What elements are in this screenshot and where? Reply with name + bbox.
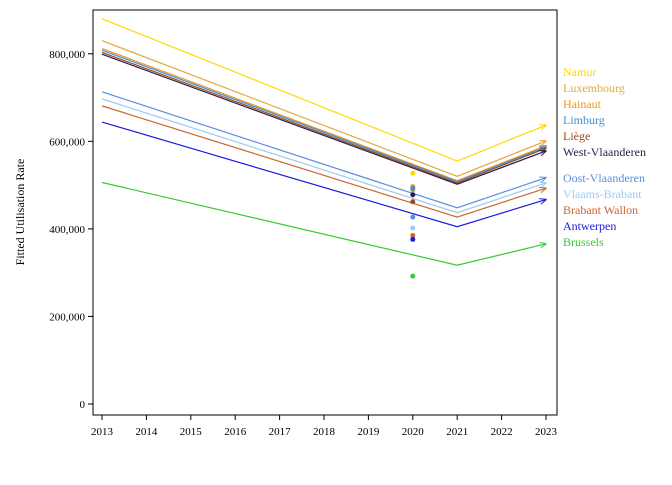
y-axis: 0 200,000 400,000 600,000 800,000 [49, 49, 93, 411]
legend-entry: Vlaams-Brabant [563, 187, 642, 201]
series-line-brussels [101, 181, 546, 266]
observed-point [410, 192, 416, 198]
observed-points [410, 170, 416, 279]
series-lines [101, 18, 546, 266]
series-line-antwerpen [101, 121, 546, 228]
legend-entry: Brabant Wallon [563, 203, 638, 217]
x-tick-label: 2021 [446, 426, 468, 438]
series-line-namur [101, 18, 546, 162]
y-tick-label: 0 [80, 399, 86, 411]
y-tick-label: 800,000 [49, 49, 85, 61]
series-line-vlaams-brabant [101, 98, 546, 214]
y-axis-label: Fitted Utilisation Rate [13, 159, 27, 266]
observed-point [410, 225, 416, 231]
x-tick-label: 2020 [402, 426, 425, 438]
x-tick-label: 2015 [180, 426, 203, 438]
y-tick-label: 200,000 [49, 311, 85, 323]
x-tick-label: 2014 [135, 426, 158, 438]
legend-entry: West-Vlaanderen [563, 145, 646, 159]
x-axis: 2013 2014 2015 2016 2017 2018 2019 2020 2021 2022… [91, 415, 558, 438]
series-line-hainaut [101, 47, 546, 182]
y-tick-label: 600,000 [49, 136, 85, 148]
observed-point [410, 199, 416, 205]
series-line-limburg [101, 49, 546, 183]
observed-point [410, 236, 416, 242]
legend-entry: Antwerpen [563, 219, 616, 233]
legend-entry: Liège [563, 129, 590, 143]
series-line-brabant-wallon [101, 105, 546, 218]
x-tick-label: 2022 [491, 426, 513, 438]
legend-entry: Hainaut [563, 97, 602, 111]
series-line-luxembourg [101, 40, 546, 177]
plot-frame [92, 9, 558, 416]
y-tick-label: 400,000 [49, 224, 85, 236]
legend-entry: Luxembourg [563, 81, 625, 95]
series-line-west-vlaanderen [101, 53, 546, 185]
legend-entry: Oost-Vlaanderen [563, 171, 645, 185]
observed-point [410, 232, 416, 238]
series-line-li-ge [101, 51, 546, 184]
observed-point [410, 170, 416, 176]
x-tick-label: 2023 [535, 426, 558, 438]
observed-point [410, 214, 416, 220]
legend-entry: Brussels [563, 235, 604, 249]
observed-point [410, 185, 416, 191]
legend-entry: Limburg [563, 113, 605, 127]
legend: Namur Luxembourg Hainaut Limburg Liège West-V… [563, 65, 646, 249]
x-tick-label: 2017 [269, 426, 292, 438]
legend-entry: Namur [563, 65, 596, 79]
series-line-oost-vlaanderen [101, 91, 546, 209]
x-tick-label: 2016 [224, 426, 247, 438]
x-tick-label: 2018 [313, 426, 336, 438]
x-tick-label: 2013 [91, 426, 114, 438]
x-tick-label: 2019 [357, 426, 380, 438]
observed-point [410, 273, 416, 279]
